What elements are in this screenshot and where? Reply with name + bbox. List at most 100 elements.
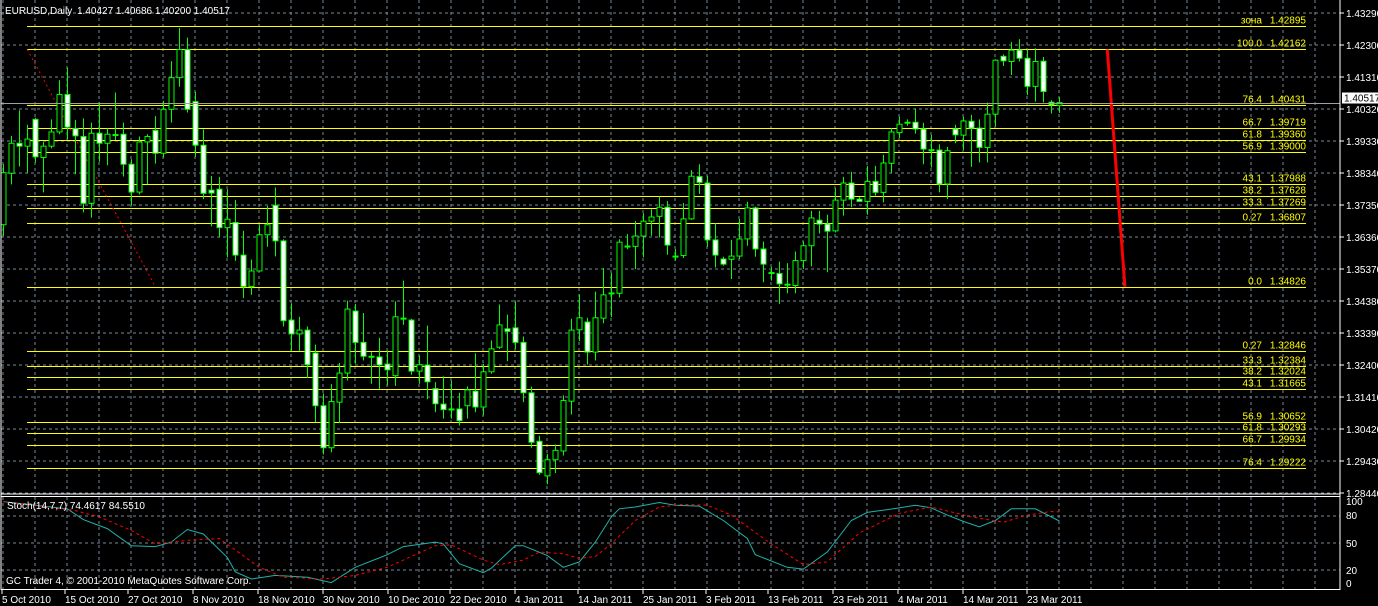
fib-level-percent: 100.0 [1237, 39, 1262, 50]
candle-body [984, 113, 991, 148]
candle-body [176, 49, 183, 79]
candle-body [536, 440, 543, 474]
candle-bull [960, 116, 967, 151]
candle-body [8, 142, 15, 174]
candle-body [160, 108, 167, 154]
candle-body [696, 176, 703, 183]
candle-body [792, 260, 799, 286]
candle-bear [1040, 56, 1047, 103]
candle-body [16, 142, 23, 147]
candle-bear [664, 201, 671, 255]
date-tick-label: 25 Jan 2011 [643, 595, 698, 606]
candle-bull [1032, 48, 1039, 102]
candle-bull [840, 176, 847, 216]
candle-bear [1000, 54, 1007, 67]
candle-bear [184, 37, 191, 113]
price-tick-label: 1.40320 [1346, 105, 1378, 116]
candle-bear [384, 350, 391, 386]
candle-body [440, 403, 447, 411]
candle-body [456, 408, 463, 422]
candle-bull [576, 294, 583, 342]
copyright-text: GC Trader 4, © 2001-2010 MetaQuotes Soft… [6, 576, 251, 587]
candle-bull [136, 136, 143, 195]
date-tick-label: 15 Oct 2010 [65, 595, 120, 606]
candle-body [336, 372, 343, 403]
price-tick-label: 1.42300 [1346, 41, 1378, 52]
candle-bull [144, 134, 151, 185]
date-tick-label: 13 Feb 2011 [768, 595, 824, 606]
candle-bull [1056, 97, 1063, 113]
candle-bull [496, 304, 503, 349]
candle-body [760, 248, 767, 265]
fib-level-percent: 43.1 [1243, 174, 1263, 185]
candle-body [504, 328, 511, 332]
candle-body [552, 449, 559, 461]
candle-body [680, 218, 687, 256]
price-tick-label: 1.41310 [1346, 73, 1378, 84]
candle-body [848, 182, 855, 200]
candle-body [112, 134, 119, 137]
candle-body [272, 204, 279, 242]
stoch-signal-line [3, 501, 1060, 580]
candle-body [664, 206, 671, 246]
candle-bear [912, 108, 919, 134]
fib-level-percent: 76.4 [1243, 458, 1263, 469]
candle-bear [312, 344, 319, 423]
candle-bull [552, 444, 559, 473]
candle-bull [944, 146, 951, 200]
fib-level-price: 1.39360 [1270, 130, 1307, 141]
candle-bear [288, 303, 295, 351]
date-tick-label: 4 Mar 2011 [898, 595, 948, 606]
candle-bear [360, 312, 367, 361]
candle-body [0, 172, 7, 226]
candle-bull [632, 220, 639, 269]
candle-bear [920, 122, 927, 165]
date-tick-label: 23 Feb 2011 [833, 595, 889, 606]
candle-bear [752, 206, 759, 257]
candle-bear [200, 129, 207, 200]
candle-body [280, 240, 287, 322]
candle-body [584, 321, 591, 353]
candle-body [480, 371, 487, 408]
date-tick-label: 30 Nov 2010 [323, 595, 380, 606]
candle-body [560, 400, 567, 452]
candle-body [912, 121, 919, 130]
candle-bear [720, 256, 727, 266]
date-tick-label: 10 Dec 2010 [388, 595, 445, 606]
candle-body [432, 388, 439, 405]
candle-body [624, 245, 631, 248]
trendlines[interactable] [26, 49, 1127, 287]
candle-bear [320, 393, 327, 455]
candle-bear [440, 376, 447, 419]
candle-bull [784, 263, 791, 294]
candle-bull [792, 251, 799, 294]
candle-body [448, 408, 455, 411]
candle-body [136, 141, 143, 193]
fibonacci-levels[interactable]: зона 1.42895 100.0 1.42162 76.4 1.40431 66.7 1.… [27, 16, 1306, 469]
candle-bull [864, 165, 871, 215]
candle-bear [304, 326, 311, 378]
candle-body [312, 352, 319, 407]
fib-level-percent: 61.8 [1243, 423, 1263, 434]
candle-body [576, 317, 583, 331]
candle-bull [648, 209, 655, 236]
candle-bear [352, 303, 359, 364]
fib-level-percent: 0.27 [1243, 341, 1263, 352]
date-tick-label: 4 Jan 2011 [515, 595, 564, 606]
candle-bear [976, 119, 983, 163]
candle-bear [1048, 100, 1055, 114]
fib-level-percent: 66.7 [1243, 118, 1263, 129]
fib-level-price: 1.32846 [1270, 341, 1307, 352]
candle-bear [776, 261, 783, 304]
candle-bull [608, 272, 615, 318]
stoch-tick-label: 50 [1346, 539, 1358, 550]
candle-bull [600, 268, 607, 324]
candle-body [40, 145, 47, 158]
candle-bull [616, 239, 623, 298]
candle-bull [688, 170, 695, 220]
candle-bear [968, 114, 975, 167]
candle-body [864, 180, 871, 202]
stoch-tick-label: 100 [1346, 497, 1363, 508]
